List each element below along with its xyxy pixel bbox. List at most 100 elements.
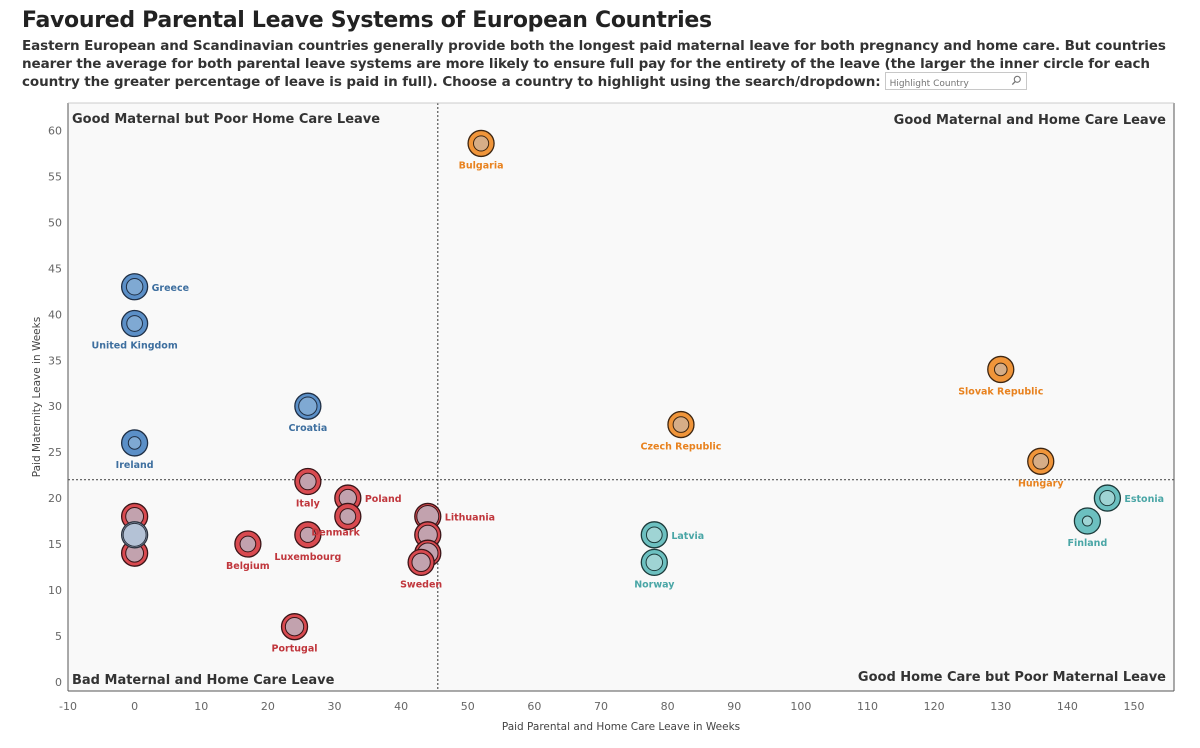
point-czech-republic[interactable] <box>667 410 695 439</box>
x-tick-label: 150 <box>1124 700 1145 713</box>
inner-circle <box>472 135 490 152</box>
x-tick-label: 80 <box>661 700 675 713</box>
inner-circle <box>645 526 663 544</box>
x-axis-ticks: -10 0 10 20 30 40 50 60 70 80 90 100 110 120 130 140 150 <box>59 700 1145 713</box>
inner-circle <box>127 436 142 450</box>
x-tick-label: 100 <box>790 700 811 713</box>
point-denmark[interactable] <box>334 502 362 531</box>
inner-circle <box>1099 489 1116 507</box>
y-tick-label: 55 <box>48 171 62 184</box>
country-label: Estonia <box>1124 494 1164 505</box>
search-icon[interactable] <box>1011 75 1022 86</box>
inner-circle <box>1032 452 1050 470</box>
y-tick-label: 15 <box>48 538 62 551</box>
inner-circle <box>299 472 317 491</box>
x-axis-label: Paid Parental and Home Care Leave in Wee… <box>502 721 740 733</box>
point-unlabeled-e[interactable] <box>120 521 149 549</box>
country-label: Croatia <box>288 423 327 434</box>
point-norway[interactable] <box>640 548 668 577</box>
y-axis-label: Paid Maternity Leave in Weeks <box>31 317 43 477</box>
inner-circle <box>125 278 144 296</box>
inner-circle <box>298 396 318 416</box>
point-portugal[interactable] <box>280 613 309 641</box>
country-label: Ireland <box>116 460 154 471</box>
country-label: Finland <box>1068 538 1108 549</box>
x-tick-label: 50 <box>461 700 475 713</box>
x-tick-label: 0 <box>131 700 138 713</box>
data-points <box>120 129 1122 641</box>
chart-subtitle: Eastern European and Scandinavian countr… <box>22 37 1182 91</box>
country-label: Denmark <box>311 527 360 538</box>
x-tick-label: 90 <box>727 700 741 713</box>
country-label: Poland <box>365 494 402 505</box>
point-belgium[interactable] <box>234 530 262 558</box>
country-label: Lithuania <box>445 512 495 523</box>
y-axis-ticks: 0 5 10 15 20 25 30 35 40 45 50 55 60 <box>48 125 62 689</box>
inner-circle <box>122 522 147 547</box>
point-ireland[interactable] <box>120 429 149 457</box>
point-bulgaria[interactable] <box>467 129 495 158</box>
x-tick-label: 10 <box>194 700 208 713</box>
y-tick-label: 10 <box>48 584 62 597</box>
search-input[interactable] <box>885 77 1008 91</box>
country-label: United Kingdom <box>92 341 178 352</box>
country-label: Latvia <box>671 531 704 542</box>
country-label: Greece <box>152 283 189 294</box>
country-label: Slovak Republic <box>958 386 1043 397</box>
inner-circle <box>993 362 1008 377</box>
point-finland[interactable] <box>1073 507 1102 535</box>
country-label: Portugal <box>272 644 318 655</box>
country-label: Hungary <box>1018 478 1064 489</box>
x-tick-label: 30 <box>328 700 342 713</box>
x-tick-label: 130 <box>990 700 1011 713</box>
point-latvia[interactable] <box>640 521 668 549</box>
y-tick-label: 30 <box>48 400 62 413</box>
inner-circle <box>672 416 690 433</box>
x-tick-label: 140 <box>1057 700 1078 713</box>
point-slovak-republic[interactable] <box>987 355 1015 384</box>
point-croatia[interactable] <box>294 392 322 420</box>
country-label: Bulgaria <box>459 160 504 171</box>
y-tick-label: 5 <box>55 630 62 643</box>
country-label: Luxembourg <box>274 552 341 563</box>
x-tick-label: 40 <box>394 700 408 713</box>
inner-circle <box>1081 515 1093 527</box>
quadrant-top-right: Good Maternal and Home Care Leave <box>894 113 1166 128</box>
y-tick-label: 25 <box>48 446 62 459</box>
inner-circle <box>239 535 257 553</box>
point-hungary[interactable] <box>1027 447 1055 475</box>
inner-circle <box>126 315 143 332</box>
reference-lines <box>68 103 1174 691</box>
data-labels: Bulgaria Greece United Kingdom Croatia Irela… <box>92 160 1165 654</box>
country-label: Norway <box>634 579 675 590</box>
point-united-kingdom[interactable] <box>120 309 149 338</box>
point-italy[interactable] <box>294 467 322 496</box>
inner-circle <box>284 617 305 637</box>
point-estonia[interactable] <box>1093 484 1122 512</box>
y-tick-label: 20 <box>48 492 62 505</box>
point-luxembourg[interactable] <box>294 521 322 549</box>
subtitle-text: Eastern European and Scandinavian countr… <box>22 38 1166 90</box>
quadrant-bottom-right: Good Home Care but Poor Maternal Leave <box>858 670 1166 685</box>
highlight-country-search[interactable] <box>884 72 1027 91</box>
point-sweden[interactable] <box>407 548 435 577</box>
x-tick-label: 70 <box>594 700 608 713</box>
quadrant-top-left: Good Maternal but Poor Home Care Leave <box>72 112 380 127</box>
country-label: Sweden <box>400 579 442 590</box>
y-tick-label: 45 <box>48 262 62 275</box>
x-tick-label: 120 <box>924 700 945 713</box>
plot-background <box>68 103 1174 691</box>
y-tick-label: 60 <box>48 125 62 138</box>
y-tick-label: 35 <box>48 354 62 367</box>
point-greece[interactable] <box>120 273 149 301</box>
y-tick-label: 40 <box>48 308 62 321</box>
chart-title: Favoured Parental Leave Systems of Europ… <box>22 8 712 33</box>
y-tick-label: 50 <box>48 216 62 229</box>
x-tick-label: 60 <box>527 700 541 713</box>
y-tick-label: 0 <box>55 676 62 689</box>
inner-circle <box>299 526 316 543</box>
x-tick-label: -10 <box>59 700 77 713</box>
country-label: Czech Republic <box>641 442 722 453</box>
country-label: Italy <box>296 499 321 510</box>
